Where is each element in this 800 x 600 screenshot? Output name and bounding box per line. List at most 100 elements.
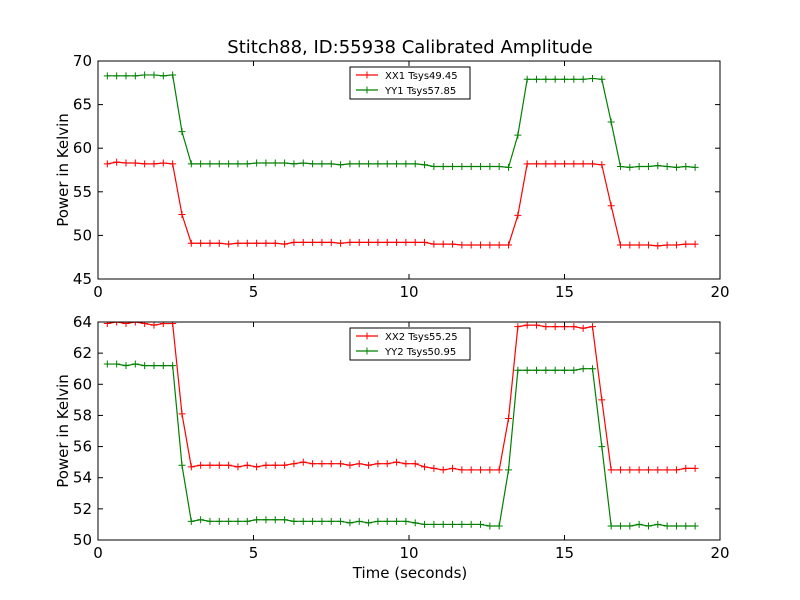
series-2-point: [141, 71, 149, 79]
series-1-point: [103, 322, 111, 328]
series-2-point: [318, 517, 326, 525]
series-2-point: [141, 362, 149, 370]
series-2-point: [169, 362, 177, 370]
series-1-point: [579, 324, 587, 332]
series-1-point: [616, 241, 624, 249]
series-2-point: [514, 131, 522, 139]
series-2-point: [374, 160, 382, 168]
series-1-point: [393, 458, 401, 466]
series-2-point: [178, 461, 186, 469]
series-2-point: [374, 517, 382, 525]
series-1-point: [533, 322, 541, 329]
series-1-point: [691, 464, 699, 472]
series-layer: [103, 322, 699, 530]
series-1-point: [150, 160, 158, 168]
series-1-point: [486, 466, 494, 474]
series-2-point: [299, 517, 307, 525]
series-1-point: [542, 323, 550, 331]
series-1-point: [281, 461, 289, 469]
y-tick-label: 62: [73, 344, 92, 362]
series-2-point: [514, 366, 522, 374]
series-2-point: [215, 517, 223, 525]
series-1-point: [122, 159, 130, 167]
series-1-point: [299, 458, 307, 466]
series-1-point: [131, 322, 139, 326]
series-2-point: [654, 520, 662, 528]
top-subplot: 0 5 10 15 20 45 50 55 60 65 70 XX1 Tsys49.45 YY1 Tsy…: [73, 52, 730, 301]
x-tick-label: 0: [93, 283, 103, 301]
series-1-point: [113, 322, 121, 326]
series-1-point: [141, 160, 149, 168]
bottom-subplot: 0 5 10 15 20 50 52 54 56 58 60 62 64 XX2 Tsys55.25 YY2…: [73, 313, 730, 562]
series-1-point: [663, 466, 671, 474]
series-1-point: [113, 158, 121, 166]
legend: XX1 Tsys49.45 YY1 Tsys57.85: [349, 66, 471, 100]
series-1-point: [477, 241, 485, 249]
series-2-point: [542, 366, 550, 374]
series-1-point: [374, 460, 382, 468]
series-1-point: [215, 461, 223, 469]
series-1-point: [206, 461, 214, 469]
series-1-point: [411, 460, 419, 468]
series-1-point: [672, 241, 680, 249]
series-1-point: [253, 463, 261, 471]
series-1-point: [150, 322, 158, 329]
series-2-point: [281, 159, 289, 167]
series-1-point: [383, 238, 391, 246]
series-1-point: [337, 460, 345, 468]
series-2-point: [672, 163, 680, 171]
series-2-point: [346, 160, 354, 168]
series-2-point: [271, 516, 279, 524]
series-1-point: [458, 466, 466, 474]
series-2-point: [290, 160, 298, 168]
series-1-point: [607, 466, 615, 474]
series-1-point: [327, 460, 335, 468]
top-y-axis-label: Power in Kelvin: [54, 113, 72, 227]
series-2-point: [225, 160, 233, 168]
series-1-point: [309, 238, 317, 246]
y-tick-label: 58: [73, 406, 92, 424]
y-tick-label: 50: [73, 531, 92, 549]
series-1-point: [523, 322, 531, 329]
series-2-point: [309, 160, 317, 168]
series-1-point: [449, 464, 457, 472]
series-line-2: [107, 74, 696, 169]
series-1-point: [178, 210, 186, 218]
series-2-point: [383, 160, 391, 168]
series-1-point: [402, 460, 410, 468]
series-2-point: [467, 163, 475, 171]
series-1-point: [318, 238, 326, 246]
series-1-point: [383, 460, 391, 468]
series-2-point: [495, 522, 503, 530]
series-1-point: [262, 461, 270, 469]
series-2-point: [299, 159, 307, 167]
series-2-point: [215, 160, 223, 168]
series-1-point: [495, 466, 503, 474]
series-1-point: [570, 323, 578, 331]
series-2-point: [421, 520, 429, 528]
series-1-point: [486, 241, 494, 249]
series-1-point: [682, 464, 690, 472]
series-1-point: [551, 160, 559, 168]
series-2-point: [635, 520, 643, 528]
series-2-point: [682, 522, 690, 530]
series-1-point: [672, 466, 680, 474]
series-1-point: [505, 241, 513, 249]
series-2-point: [449, 163, 457, 171]
series-2-point: [113, 360, 121, 368]
series-1-point: [533, 160, 541, 168]
y-tick-label: 50: [73, 226, 92, 244]
series-2-point: [281, 516, 289, 524]
series-2-point: [439, 163, 447, 171]
series-2-point: [309, 517, 317, 525]
series-1-point: [197, 239, 205, 247]
series-2-point: [439, 520, 447, 528]
legend-marker: [363, 86, 371, 94]
series-1-point: [243, 239, 251, 247]
series-2-point: [449, 520, 457, 528]
series-1-point: [635, 241, 643, 249]
series-2-point: [122, 72, 130, 80]
series-2-point: [187, 517, 195, 525]
series-1-point: [225, 461, 233, 469]
series-1-point: [654, 466, 662, 474]
